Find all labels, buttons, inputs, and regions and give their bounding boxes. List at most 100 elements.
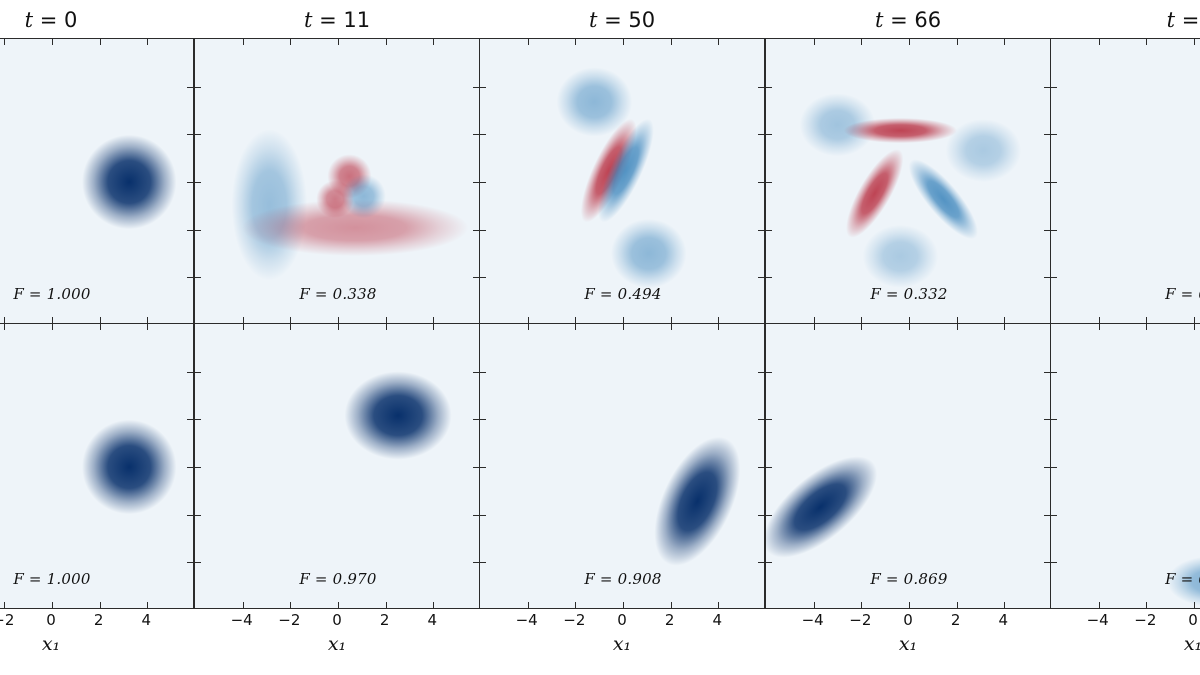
x-tick-mark (147, 602, 149, 608)
title-value: = 66 (883, 8, 942, 32)
x-tick-mark (290, 317, 292, 323)
x-tick-mark (909, 324, 910, 330)
x-tick-label: 0 (617, 611, 627, 629)
x-tick-mark (290, 39, 292, 45)
y-tick-mark (766, 371, 772, 373)
y-tick-mark (1051, 419, 1057, 421)
y-tick-mark (195, 467, 201, 468)
x-tick-mark (338, 602, 339, 608)
y-tick-mark (766, 562, 772, 564)
negative-lobe (908, 159, 978, 240)
x-tick-mark (4, 39, 6, 45)
x-axis-label: x₁ (327, 633, 347, 655)
x-tick-mark (718, 317, 720, 323)
y-tick-mark (473, 514, 479, 516)
wigner-field (1051, 39, 1200, 324)
wigner-field (1167, 557, 1200, 606)
x-tick-mark (527, 39, 529, 45)
heatmap-panel: F = 0.494 (479, 38, 765, 324)
x-tick-mark (623, 317, 624, 323)
x-tick-mark (813, 602, 815, 608)
y-tick-mark (480, 229, 486, 231)
x-tick-mark (861, 317, 863, 323)
y-tick-mark (1051, 562, 1057, 564)
y-tick-mark (195, 371, 201, 373)
y-tick-mark (758, 562, 764, 564)
x-tick-label: 2 (664, 611, 675, 629)
x-tick-mark (1098, 39, 1100, 45)
x-tick-mark (670, 324, 672, 330)
x-axis-label: x₁ (898, 633, 918, 655)
x-axis-label: x₁ (1183, 633, 1200, 655)
x-tick-mark (718, 324, 720, 330)
x-tick-label: 2 (93, 611, 104, 629)
heatmap-panel: F = 0.7 (1050, 323, 1200, 609)
heatmap-panel: F = 0.869 (765, 323, 1051, 609)
title-value: = 1 (1181, 8, 1200, 32)
x-tick-mark (956, 602, 958, 608)
x-tick-mark (242, 602, 244, 608)
y-tick-mark (766, 86, 772, 88)
x-tick-label: 0 (1188, 611, 1198, 629)
x-tick-mark (52, 39, 53, 45)
y-tick-mark (766, 419, 772, 421)
fidelity-label: F = 0.332 (870, 285, 948, 303)
x-tick-mark (4, 317, 6, 323)
y-tick-mark (758, 277, 764, 279)
y-tick-mark (187, 182, 193, 183)
x-tick-mark (4, 602, 6, 608)
x-tick-mark (575, 317, 577, 323)
x-tick-label: 0 (332, 611, 342, 629)
x-tick-mark (956, 39, 958, 45)
y-tick-mark (1044, 86, 1050, 88)
y-tick-mark (480, 134, 486, 136)
x-tick-label: 4 (712, 611, 723, 629)
positive-lobe (846, 149, 904, 238)
x-tick-label: 4 (427, 611, 438, 629)
x-tick-mark (1194, 39, 1195, 45)
x-tick-label: 0 (46, 611, 56, 629)
x-tick-label: −2 (563, 611, 586, 629)
y-tick-mark (1044, 134, 1050, 136)
positive-lobe (241, 199, 469, 257)
x-tick-mark (1098, 324, 1100, 330)
y-tick-mark (195, 277, 201, 279)
title-value: = 0 (33, 8, 78, 32)
y-tick-mark (473, 182, 479, 183)
column-title: t = 66 (838, 8, 978, 32)
negative-lobe (654, 436, 741, 566)
negative-lobe (862, 224, 939, 288)
title-variable: t (1166, 8, 1176, 32)
y-tick-mark (1044, 562, 1050, 564)
y-tick-mark (473, 419, 479, 421)
heatmap-panel: F = 0.332 (765, 38, 1051, 324)
y-tick-mark (195, 562, 201, 564)
x-tick-mark (1146, 317, 1148, 323)
x-tick-label: −4 (515, 611, 538, 629)
x-tick-mark (338, 39, 339, 45)
y-tick-mark (1051, 229, 1057, 231)
y-tick-mark (195, 182, 201, 183)
fidelity-label: F = 0.869 (870, 570, 948, 588)
x-tick-mark (1194, 602, 1195, 608)
positive-lobe (316, 180, 355, 219)
y-tick-mark (480, 467, 486, 468)
y-tick-mark (187, 277, 193, 279)
x-tick-mark (385, 39, 387, 45)
x-axis-label: x₁ (41, 633, 61, 655)
y-tick-mark (1044, 371, 1050, 373)
y-tick-mark (758, 371, 764, 373)
y-tick-mark (480, 277, 486, 279)
fidelity-label: F = 0.908 (584, 570, 662, 588)
y-tick-mark (480, 514, 486, 516)
negative-lobe (341, 174, 386, 219)
negative-lobe (82, 419, 177, 515)
fidelity-label: F = 0.7 (1165, 570, 1200, 588)
y-tick-mark (766, 277, 772, 279)
title-variable: t (24, 8, 34, 32)
y-tick-mark (766, 182, 772, 183)
x-tick-mark (99, 324, 101, 330)
heatmap-panel: F = 1.000 (0, 38, 194, 324)
fidelity-label: F = 0.9 (1165, 285, 1200, 303)
y-tick-mark (766, 229, 772, 231)
